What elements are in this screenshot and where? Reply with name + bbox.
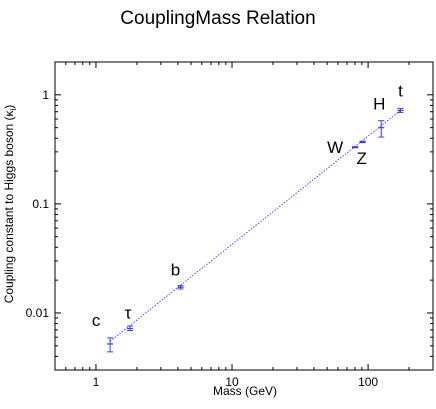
point-label: τ <box>125 304 132 323</box>
point-label: b <box>171 260 180 279</box>
y-tick-label: 0.01 <box>26 306 50 320</box>
y-tick-label: 1 <box>42 88 49 102</box>
point-label: c <box>92 311 101 330</box>
point-label: t <box>398 81 403 100</box>
chart-title: CouplingMass Relation <box>120 8 316 29</box>
x-axis-label: Mass (GeV) <box>212 384 277 398</box>
x-tick-label: 10 <box>225 375 239 389</box>
fit-line <box>109 110 401 342</box>
plot-frame <box>54 61 434 371</box>
point-label: Z <box>356 149 366 168</box>
y-tick-label: 0.1 <box>32 197 49 211</box>
x-tick-label: 1 <box>93 375 100 389</box>
point-label: W <box>327 138 343 157</box>
point-label: H <box>373 95 385 114</box>
x-tick-label: 100 <box>358 375 378 389</box>
